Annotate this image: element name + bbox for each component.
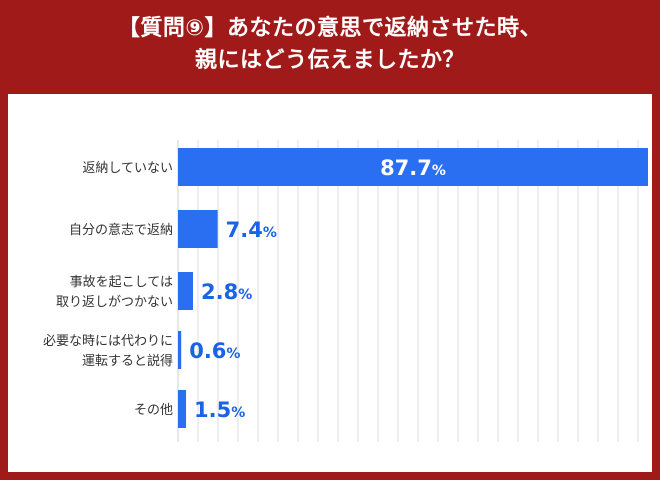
title-line-2: 親にはどう伝えましたか？ [194,48,465,73]
value-unit: % [226,346,240,362]
value-label: 2.8% [201,280,252,304]
title-line-1: 【質問⑨】あなたの意思で返納させた時、 [117,16,543,41]
value-label: 0.6% [189,339,240,363]
value-label: 7.4% [226,218,277,242]
bar [178,148,648,186]
gridlines [197,140,639,442]
bar [178,272,194,310]
value-unit: % [263,225,277,241]
value-unit: % [231,405,245,421]
value-unit: % [432,163,446,179]
bar [178,331,182,369]
bar [178,210,218,248]
category-label: 必要な時には代わりに [43,334,173,349]
category-label: 返納していない [82,161,173,176]
bar [178,390,187,428]
category-label: その他 [134,403,173,418]
category-label: 自分の意志で返納 [69,222,173,238]
category-label: 運転すると説得 [82,353,173,369]
bars: 返納していない 87.7%自分の意志で返納 7.4%事故を起こしては取り返しがつかな… [43,148,648,428]
chart-header: 【質問⑨】あなたの意思で返納させた時、 親にはどう伝えましたか？ [0,0,660,90]
category-label: 事故を起こしては [70,275,173,290]
category-label: 取り返しがつかない [56,295,173,310]
value-unit: % [238,287,252,303]
